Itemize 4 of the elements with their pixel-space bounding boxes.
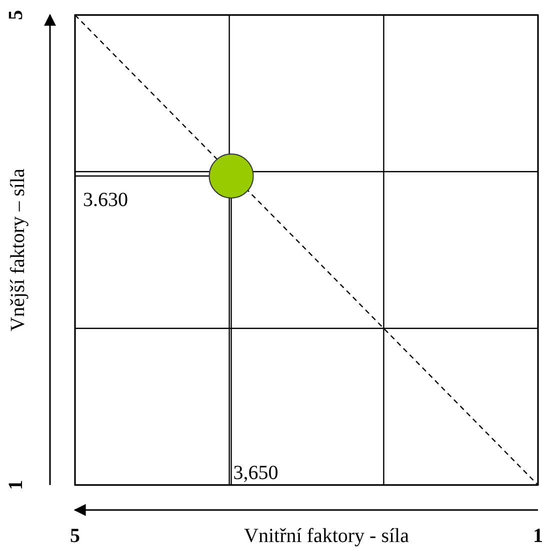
annotation: 3.630 xyxy=(83,188,128,211)
x-axis-title: Vnitřní faktory - síla xyxy=(244,525,410,547)
y-axis-title: Vnější faktory – síla xyxy=(7,168,29,332)
annotation: 3,650 xyxy=(233,462,278,484)
